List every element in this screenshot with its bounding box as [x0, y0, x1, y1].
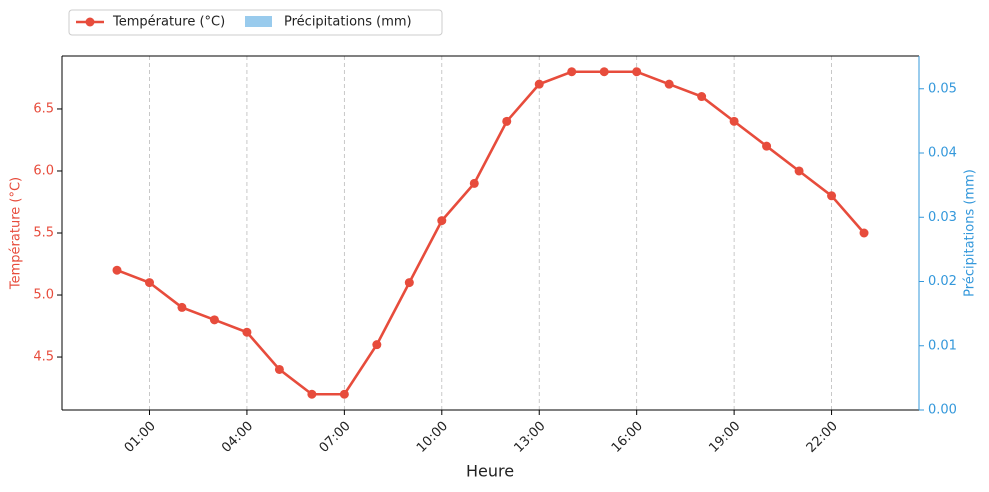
point	[664, 79, 674, 89]
point	[209, 315, 219, 325]
point	[762, 141, 772, 151]
y-tick-label: 5.5	[33, 226, 54, 241]
y2-tick-label: 0.02	[928, 274, 957, 289]
point	[372, 340, 382, 350]
point	[437, 216, 447, 226]
point	[242, 327, 252, 337]
legend-label: Précipitations (mm)	[284, 15, 412, 30]
point	[502, 116, 512, 126]
point	[632, 67, 642, 77]
x-tick-label: 13:00	[511, 419, 548, 456]
point	[339, 389, 349, 399]
point	[404, 278, 414, 288]
line	[116, 70, 866, 396]
point	[567, 67, 577, 77]
x-tick-label: 19:00	[706, 419, 743, 456]
x-tick-label: 07:00	[317, 419, 354, 456]
point	[274, 364, 284, 374]
point	[794, 166, 804, 176]
y2-tick-label: 0.00	[928, 403, 957, 418]
y2-tick-label: 0.04	[928, 146, 957, 161]
point	[697, 92, 707, 102]
point	[827, 191, 837, 201]
point	[534, 79, 544, 89]
x-tick-label: 04:00	[219, 419, 256, 456]
y-tick-label: 4.5	[33, 350, 54, 365]
x-tick-label: 10:00	[414, 419, 451, 456]
x-tick-label: 16:00	[609, 419, 646, 456]
x-tick-label: 01:00	[122, 419, 159, 456]
point	[307, 389, 317, 399]
y-tick-label: 6.0	[33, 163, 54, 178]
point	[177, 302, 187, 312]
point	[469, 178, 479, 188]
y2-tick-label: 0.05	[928, 81, 957, 96]
point	[112, 265, 122, 275]
x-tick-label: 22:00	[804, 419, 841, 456]
y-tick-label: 6.5	[33, 101, 54, 116]
legend-label: Température (°C)	[112, 15, 225, 30]
x-axis-title: Heure	[466, 462, 514, 481]
point	[729, 116, 739, 126]
y-axis-title: Température (°C)	[9, 177, 24, 290]
legend-swatch	[245, 16, 272, 27]
point	[144, 278, 154, 288]
point	[599, 67, 609, 77]
point	[859, 228, 869, 238]
y2-tick-label: 0.01	[928, 338, 957, 353]
y-tick-label: 5.0	[33, 288, 54, 303]
legend-marker	[85, 17, 95, 27]
y2-tick-label: 0.03	[928, 210, 957, 225]
y2-axis-title: Précipitations (mm)	[963, 169, 978, 297]
